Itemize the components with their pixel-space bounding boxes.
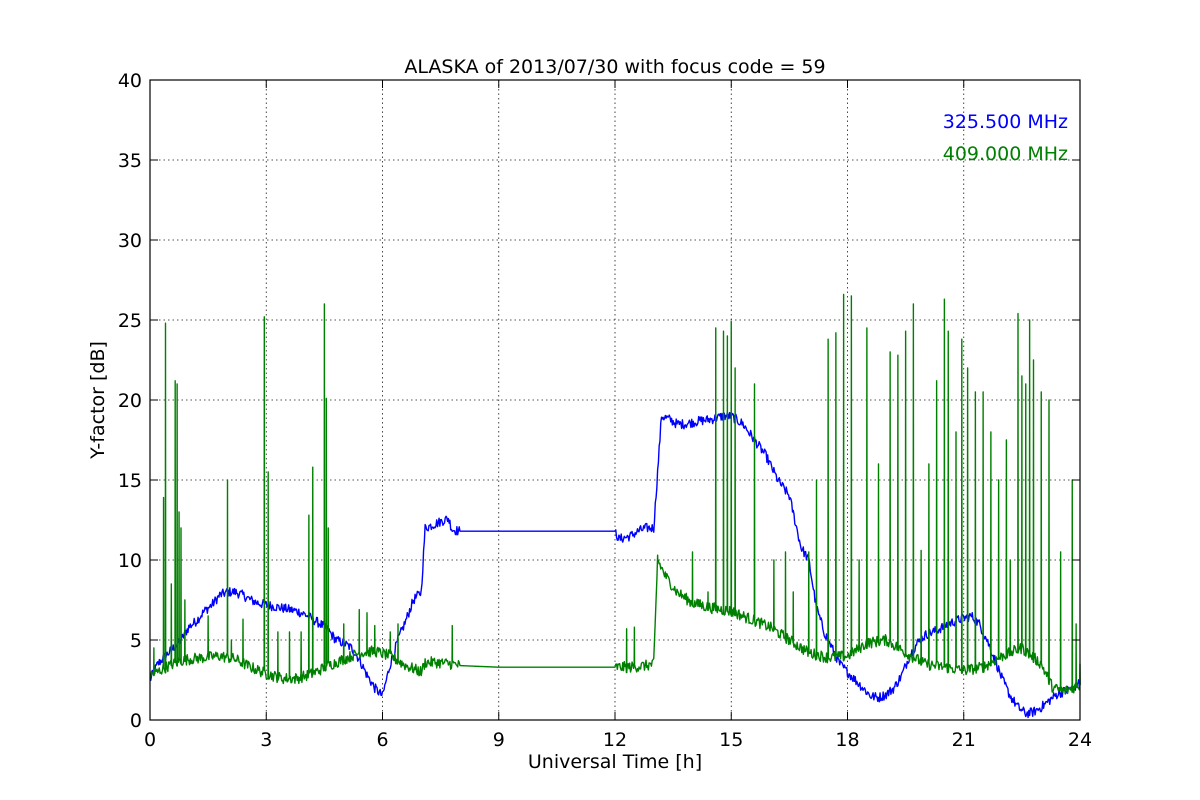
y-tick-label: 25 [118,310,142,332]
x-axis-label: Universal Time [h] [528,751,702,773]
legend-entry-325-5mhz: 325.500 MHz [943,111,1068,133]
y-tick-label: 0 [130,710,142,732]
y-axis-label: Y-factor [dB] [87,341,109,460]
series-line-325-5mhz [149,411,1081,719]
x-tick-label: 3 [260,729,272,751]
x-tick-label: 21 [952,729,976,751]
series-line-409mhz [149,293,1081,695]
x-tick-label: 9 [493,729,505,751]
x-tick-label: 18 [835,729,859,751]
x-tick-label: 24 [1068,729,1092,751]
y-tick-label: 30 [118,230,142,252]
plot-area [149,293,1081,719]
x-tick-label: 6 [376,729,388,751]
x-tick-label: 12 [603,729,627,751]
x-tick-label: 15 [719,729,743,751]
chart-title: ALASKA of 2013/07/30 with focus code = 5… [404,56,825,78]
y-tick-label: 40 [118,70,142,92]
x-tick-label: 0 [144,729,156,751]
y-tick-label: 10 [118,550,142,572]
y-tick-label: 15 [118,470,142,492]
y-tick-label: 5 [130,630,142,652]
y-tick-label: 20 [118,390,142,412]
legend-entry-409mhz: 409.000 MHz [943,143,1068,165]
y-tick-label: 35 [118,150,142,172]
axis-ticks: 0 3 6 9 12 15 18 21 24 0 5 10 15 20 25 30 35 40 [118,70,1092,751]
